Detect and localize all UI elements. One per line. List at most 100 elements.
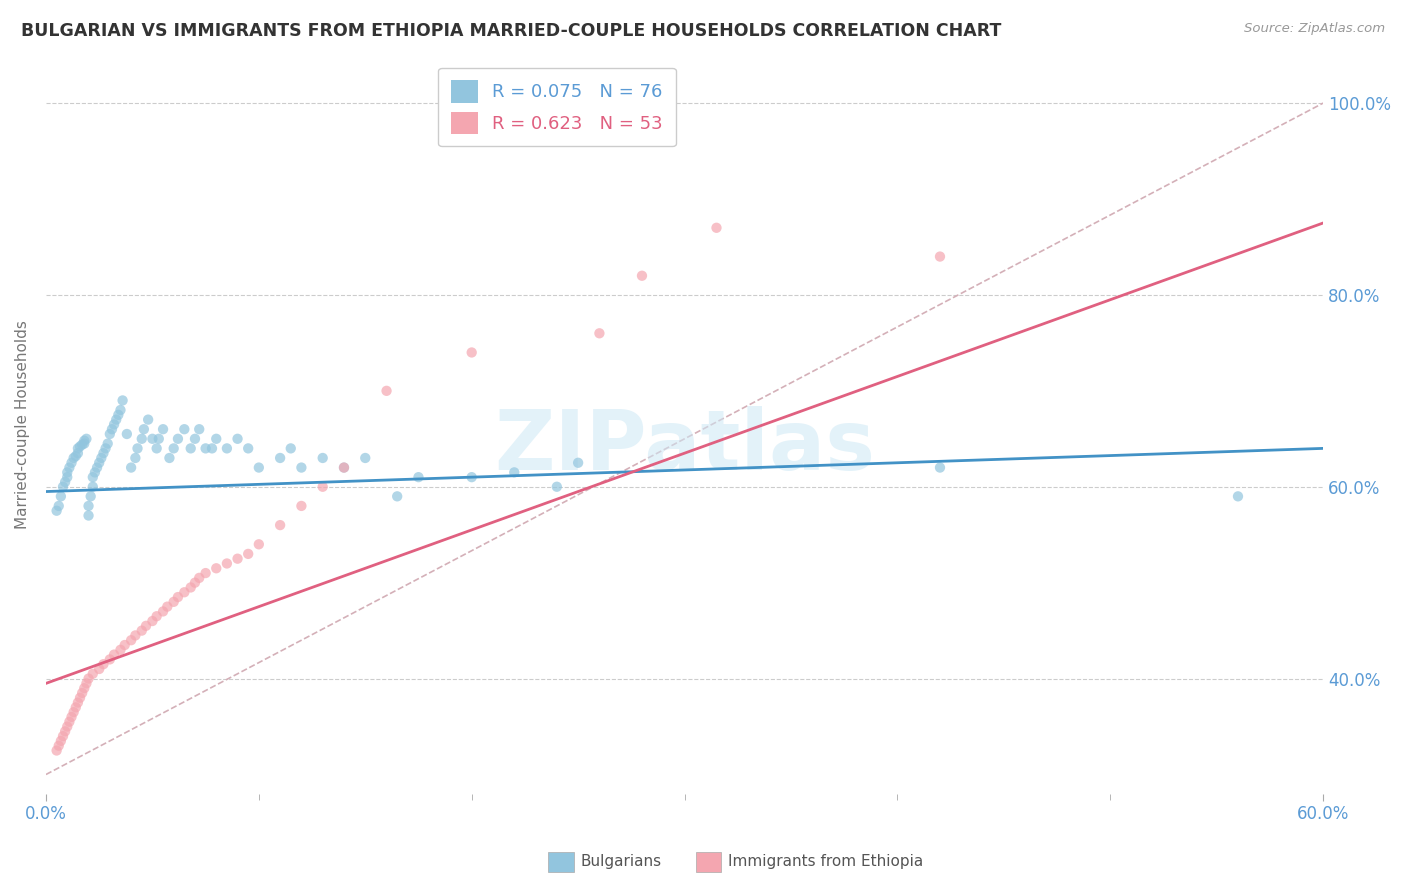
Text: Bulgarians: Bulgarians <box>581 854 662 869</box>
Point <box>66 696 89 710</box>
Point <box>73 681 96 695</box>
Point <box>65 449 87 463</box>
Point <box>354 450 377 465</box>
Point <box>184 575 207 590</box>
Point <box>45 743 67 757</box>
Text: Immigrants from Ethiopia: Immigrants from Ethiopia <box>728 854 924 869</box>
Point <box>333 460 356 475</box>
Point <box>77 508 100 523</box>
Point <box>131 624 153 638</box>
Point <box>45 504 67 518</box>
Point <box>86 460 108 475</box>
Point <box>247 460 270 475</box>
Point <box>111 393 134 408</box>
Text: Source: ZipAtlas.com: Source: ZipAtlas.com <box>1244 22 1385 36</box>
Point <box>90 450 112 465</box>
Point <box>107 408 129 422</box>
Point <box>105 412 128 426</box>
Point <box>66 446 89 460</box>
Point <box>194 442 217 456</box>
Point <box>205 561 228 575</box>
Point <box>69 690 91 705</box>
Point <box>103 417 125 432</box>
Point <box>141 614 163 628</box>
Point <box>136 412 159 426</box>
Point <box>53 724 76 739</box>
Point <box>215 442 238 456</box>
Point <box>75 676 97 690</box>
Point <box>215 557 238 571</box>
Point <box>131 432 153 446</box>
Point <box>49 734 72 748</box>
Point <box>706 220 728 235</box>
Point <box>141 432 163 446</box>
Point <box>375 384 398 398</box>
Point <box>66 442 89 456</box>
Point <box>269 450 291 465</box>
Point <box>73 436 96 450</box>
Point <box>188 571 211 585</box>
Point <box>238 442 260 456</box>
Point <box>167 590 190 604</box>
Point <box>120 633 142 648</box>
Point <box>79 489 101 503</box>
Point <box>56 720 79 734</box>
Point <box>127 442 149 456</box>
Point <box>89 456 111 470</box>
Point <box>385 489 408 503</box>
Point <box>110 403 132 417</box>
Point <box>312 480 335 494</box>
Point <box>58 714 80 729</box>
Point <box>65 700 87 714</box>
Point <box>205 432 228 446</box>
Point <box>156 599 179 614</box>
Point <box>588 326 610 341</box>
Point <box>188 422 211 436</box>
Point <box>503 466 526 480</box>
Point <box>180 442 202 456</box>
Point <box>631 268 654 283</box>
Point <box>82 470 104 484</box>
Point <box>77 499 100 513</box>
Point <box>84 466 107 480</box>
Point <box>408 470 430 484</box>
Point <box>180 581 202 595</box>
Point <box>312 450 335 465</box>
Point <box>48 739 70 753</box>
Point <box>120 460 142 475</box>
Point <box>62 450 84 465</box>
Point <box>94 442 117 456</box>
Point <box>124 450 146 465</box>
Point <box>201 442 224 456</box>
Point <box>52 480 75 494</box>
Point <box>70 686 93 700</box>
Point <box>73 434 96 448</box>
Point <box>460 345 482 359</box>
Point <box>194 566 217 580</box>
Point <box>280 442 302 456</box>
Point <box>173 585 195 599</box>
Point <box>62 705 84 719</box>
Text: BULGARIAN VS IMMIGRANTS FROM ETHIOPIA MARRIED-COUPLE HOUSEHOLDS CORRELATION CHAR: BULGARIAN VS IMMIGRANTS FROM ETHIOPIA MA… <box>21 22 1001 40</box>
Point <box>75 432 97 446</box>
Point <box>53 475 76 489</box>
Y-axis label: Married-couple Households: Married-couple Households <box>15 320 30 529</box>
Point <box>226 551 249 566</box>
Point <box>145 442 167 456</box>
Point <box>97 436 120 450</box>
Point <box>93 446 115 460</box>
Point <box>114 638 136 652</box>
Point <box>93 657 115 672</box>
Point <box>333 460 356 475</box>
Point <box>60 456 83 470</box>
Point <box>184 432 207 446</box>
Point <box>546 480 568 494</box>
Point <box>98 427 121 442</box>
Point <box>110 642 132 657</box>
Point <box>929 460 952 475</box>
Legend: R = 0.075   N = 76, R = 0.623   N = 53: R = 0.075 N = 76, R = 0.623 N = 53 <box>439 68 675 146</box>
Point <box>247 537 270 551</box>
Point <box>115 427 138 442</box>
Point <box>135 619 157 633</box>
Point <box>152 422 174 436</box>
